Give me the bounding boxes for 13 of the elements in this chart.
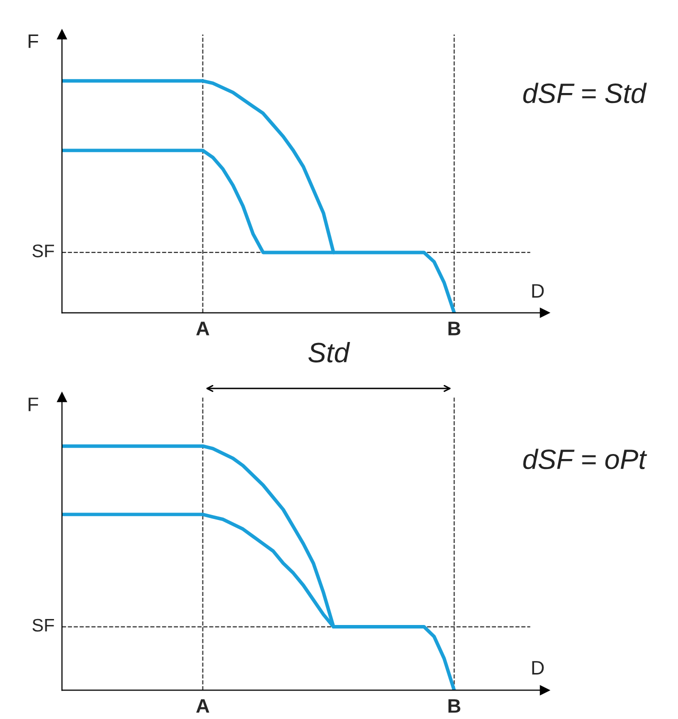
x-tick-label: A: [196, 322, 210, 336]
annotation: dSF = Std: [523, 82, 647, 104]
x-axis-title: D: [532, 661, 544, 674]
y-axis-title: F: [28, 398, 38, 412]
text: Std: [308, 342, 350, 362]
x-tick-label: B: [448, 322, 460, 336]
x-tick-label: B: [448, 699, 460, 713]
ref-line-label: SF: [32, 618, 54, 632]
x-axis-title: D: [532, 284, 544, 298]
annotation: dSF = oPt: [523, 448, 648, 470]
ref-line-label: SF: [32, 244, 54, 258]
x-tick-label: A: [196, 699, 210, 713]
y-axis-title: F: [28, 34, 38, 48]
